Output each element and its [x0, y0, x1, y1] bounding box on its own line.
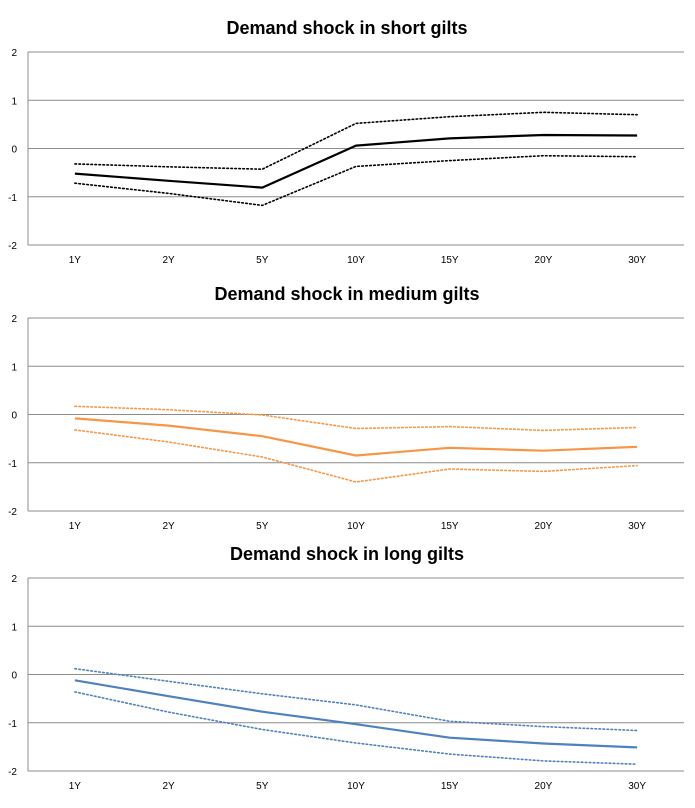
- y-tick-label: -1: [8, 193, 17, 204]
- y-tick-label: 2: [11, 314, 17, 325]
- x-tick-label: 15Y: [441, 521, 459, 532]
- chart-title: Demand shock in long gilts: [230, 544, 464, 564]
- x-tick-label: 20Y: [535, 781, 553, 792]
- x-tick-label: 2Y: [162, 781, 175, 792]
- x-tick-label: 1Y: [69, 255, 82, 266]
- x-tick-label: 2Y: [162, 255, 175, 266]
- x-tick-label: 10Y: [347, 781, 365, 792]
- y-tick-label: -2: [8, 241, 17, 252]
- x-tick-label: 5Y: [256, 521, 269, 532]
- series-line-mean: [74, 679, 638, 749]
- series-line-lower: [74, 429, 638, 483]
- series-line-upper: [74, 111, 638, 170]
- series-line-upper: [74, 405, 638, 432]
- x-tick-label: 15Y: [441, 255, 459, 266]
- x-tick-label: 20Y: [535, 521, 553, 532]
- y-tick-label: 1: [11, 96, 17, 107]
- y-tick-label: -1: [8, 719, 17, 730]
- series-line-upper: [74, 667, 638, 732]
- y-tick-label: 1: [11, 362, 17, 373]
- y-tick-label: 2: [11, 574, 17, 585]
- x-tick-label: 30Y: [628, 255, 646, 266]
- x-tick-label: 5Y: [256, 255, 269, 266]
- x-tick-label: 30Y: [628, 521, 646, 532]
- y-tick-label: 0: [11, 671, 17, 682]
- chart-3: Demand shock in long gilts 2 1 0 -1 -2 1Y 2Y 5Y 1…: [8, 544, 684, 792]
- series-line-mean: [74, 133, 638, 189]
- x-tick-label: 15Y: [441, 781, 459, 792]
- chart-1: Demand shock in short gilts 2 1 0 -1 -2 1Y 2Y 5Y…: [8, 18, 684, 266]
- chart-title: Demand shock in short gilts: [226, 18, 467, 38]
- y-tick-label: -2: [8, 507, 17, 518]
- series-line-lower: [74, 154, 638, 207]
- x-tick-label: 10Y: [347, 521, 365, 532]
- x-tick-label: 30Y: [628, 781, 646, 792]
- series-line-mean: [74, 417, 638, 457]
- x-tick-label: 5Y: [256, 781, 269, 792]
- y-tick-label: 1: [11, 622, 17, 633]
- y-tick-label: -1: [8, 459, 17, 470]
- x-tick-label: 2Y: [162, 521, 175, 532]
- x-tick-label: 1Y: [69, 781, 82, 792]
- y-tick-label: 0: [11, 145, 17, 156]
- x-tick-label: 1Y: [69, 521, 82, 532]
- x-tick-label: 20Y: [535, 255, 553, 266]
- chart-2: Demand shock in medium gilts 2 1 0 -1 -2 1Y 2Y 5…: [8, 284, 684, 532]
- y-tick-label: 2: [11, 48, 17, 59]
- series-line-lower: [74, 691, 638, 766]
- y-tick-label: 0: [11, 411, 17, 422]
- y-tick-label: -2: [8, 767, 17, 778]
- chart-title: Demand shock in medium gilts: [214, 284, 479, 304]
- x-tick-label: 10Y: [347, 255, 365, 266]
